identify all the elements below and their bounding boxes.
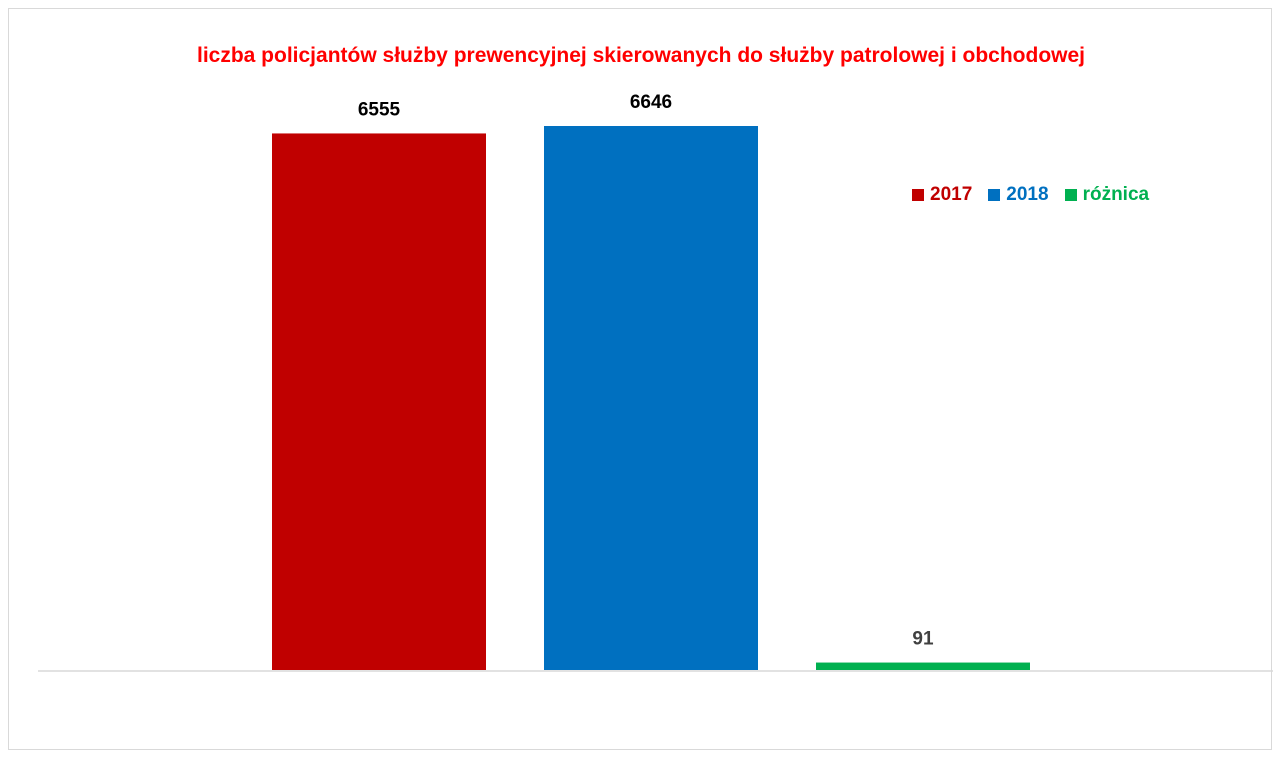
legend-item-2018: 2018 <box>988 184 1049 206</box>
data-label-2018: 6646 <box>630 92 672 113</box>
legend-item-roznica: różnica <box>1064 184 1150 206</box>
chart-legend: 2017 2018 różnica <box>912 184 1149 206</box>
legend-label-2018: 2018 <box>1006 184 1049 205</box>
legend-swatch-2017 <box>912 189 924 201</box>
chart-frame: liczba policjantów służby prewencyjnej s… <box>8 8 1273 750</box>
legend-swatch-2018 <box>988 189 1001 201</box>
chart-title: liczba policjantów służby prewencyjnej s… <box>196 44 1085 67</box>
bar-2018 <box>544 126 758 670</box>
bars-layer <box>272 126 1030 670</box>
bar-2017 <box>272 133 486 670</box>
data-label-2017: 6555 <box>358 99 401 120</box>
legend-item-2017: 2017 <box>912 184 972 206</box>
legend-label-roznica: różnica <box>1082 184 1150 205</box>
bar-roznica <box>816 662 1030 670</box>
bar-chart-plot: 6555 6646 91 <box>38 92 1273 672</box>
legend-label-2017: 2017 <box>930 184 973 205</box>
legend-swatch-roznica <box>1064 189 1077 201</box>
value-labels-layer: 6555 6646 91 <box>358 92 934 650</box>
data-label-roznica: 91 <box>912 629 934 650</box>
